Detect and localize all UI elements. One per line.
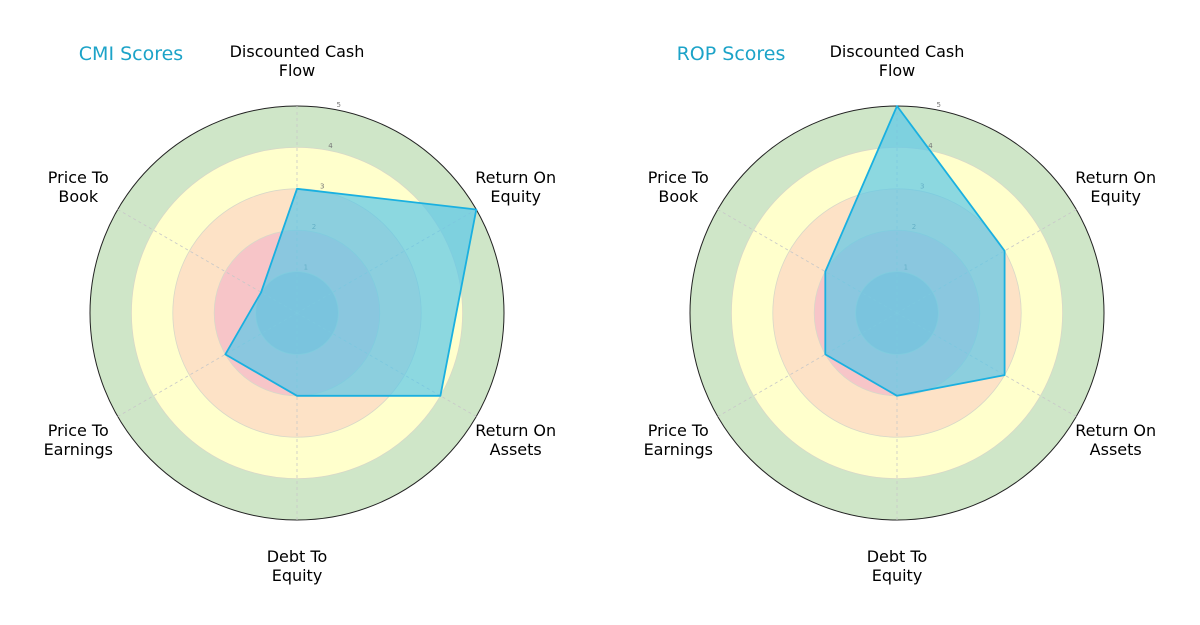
axis-label: Return On Assets <box>475 421 556 459</box>
axis-label: Return On Equity <box>1075 168 1156 206</box>
chart-title: CMI Scores <box>79 43 183 65</box>
axis-label: Price To Book <box>648 168 709 206</box>
chart-title: ROP Scores <box>677 43 786 65</box>
radial-tick-label: 3 <box>320 182 324 190</box>
axis-label: Price To Book <box>48 168 109 206</box>
axis-label: Discounted Cash Flow <box>230 42 365 80</box>
grid-circle <box>130 146 464 480</box>
axis-spoke <box>117 312 298 417</box>
axis-label: Debt To Equity <box>867 547 928 585</box>
radial-tick-label: 5 <box>936 101 940 109</box>
axis-label: Return On Assets <box>1075 421 1156 459</box>
axis-label: Debt To Equity <box>267 547 328 585</box>
axis-spoke <box>717 312 898 417</box>
radial-tick-label: 5 <box>336 101 340 109</box>
radial-tick-label: 4 <box>328 142 333 150</box>
axis-label: Price To Earnings <box>644 421 713 459</box>
axis-spoke <box>717 209 898 314</box>
axis-spoke <box>117 209 298 314</box>
radial-tick-label: 4 <box>928 142 933 150</box>
axis-label: Return On Equity <box>475 168 556 206</box>
axis-label: Price To Earnings <box>44 421 113 459</box>
axis-label: Discounted Cash Flow <box>830 42 965 80</box>
